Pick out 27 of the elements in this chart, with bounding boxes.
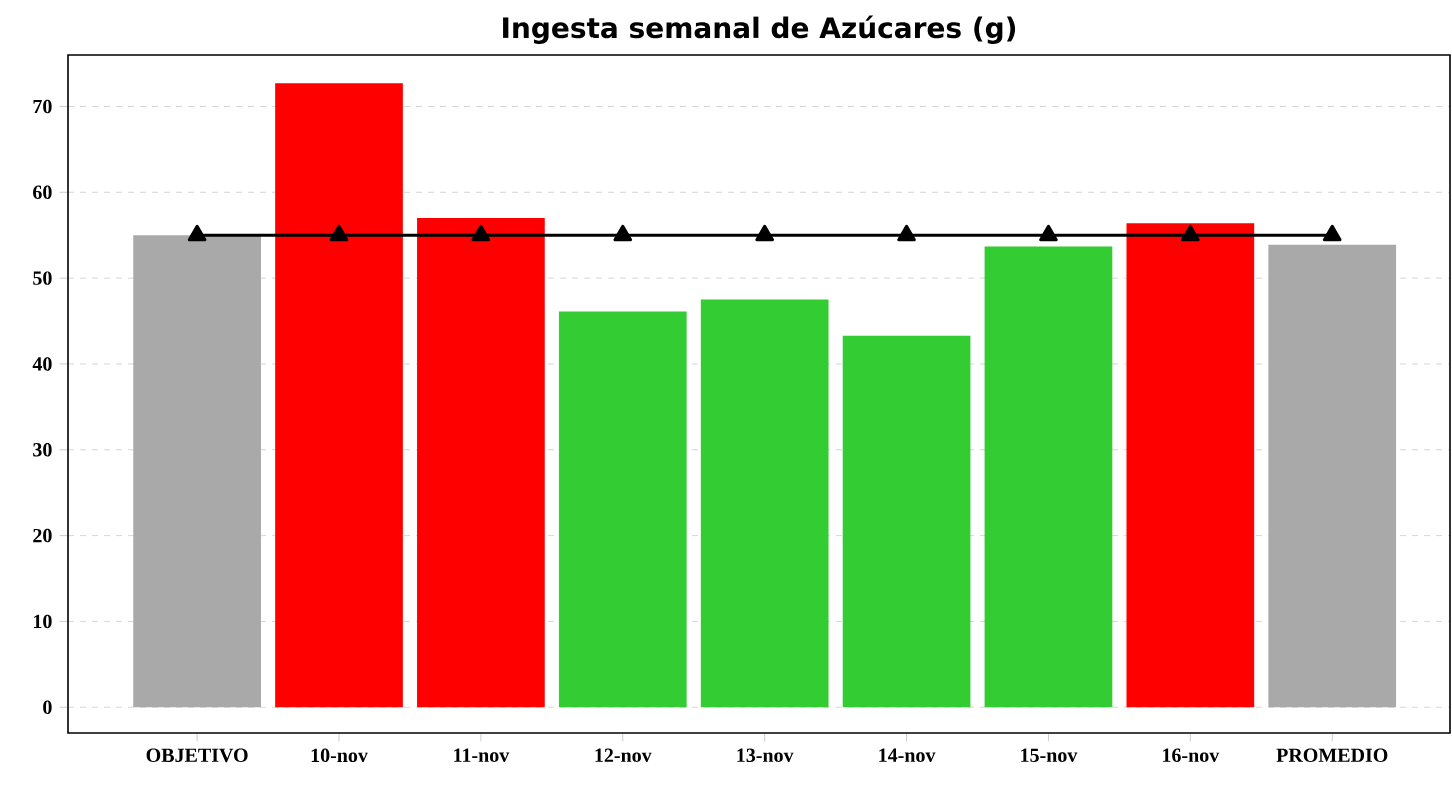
x-tick-label: 11-nov <box>454 748 510 762</box>
y-tick-label: 20 <box>33 528 52 543</box>
x-tick-label: PROMEDIO <box>1276 748 1388 763</box>
x-tick-label: 16-nov <box>1163 748 1220 763</box>
x-tick-label: OBJETIVO <box>146 748 248 763</box>
bar <box>275 83 403 708</box>
x-tick-label: 10-nov <box>311 748 368 763</box>
y-tick-label: 50 <box>33 271 52 285</box>
y-tick-label: 40 <box>32 357 52 371</box>
bar <box>700 299 829 708</box>
bar <box>417 218 545 708</box>
bar <box>1268 244 1397 708</box>
y-tick-label: 10 <box>34 614 52 629</box>
bar <box>842 335 971 708</box>
y-tick-label: 30 <box>33 443 52 457</box>
x-tick-label: 15-nov <box>1021 748 1078 762</box>
bar <box>558 311 687 708</box>
x-tick-label: 14-nov <box>879 748 936 762</box>
x-tick-label: 13-nov <box>737 748 794 763</box>
y-tick-label: 0 <box>43 700 52 714</box>
bar <box>133 235 261 708</box>
bar <box>984 246 1113 708</box>
x-tick-label: 12-nov <box>595 748 652 763</box>
bar <box>1126 223 1255 708</box>
y-tick-label: 70 <box>33 99 52 114</box>
y-tick-label: 60 <box>33 185 52 200</box>
chart-title: Ingesta semanal de Azúcares (g) <box>503 15 1016 44</box>
